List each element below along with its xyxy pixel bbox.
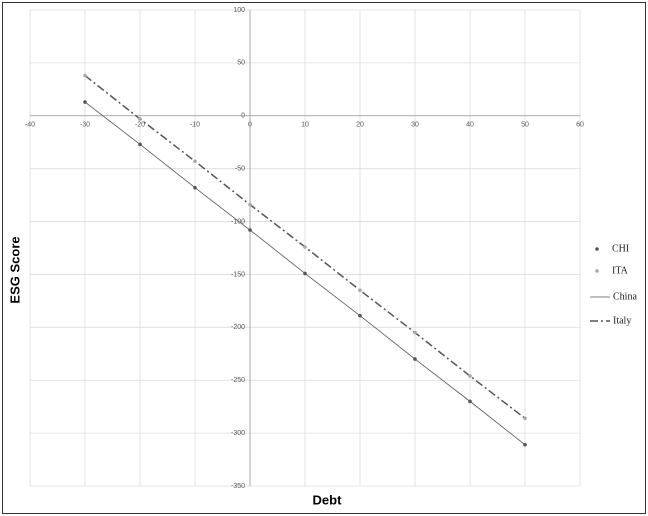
- point: [248, 202, 252, 207]
- x-tick-label: 50: [521, 122, 529, 129]
- point: [83, 73, 87, 78]
- point: [83, 100, 87, 104]
- point: [468, 399, 472, 404]
- legend-symbol: [595, 269, 599, 273]
- point: [303, 271, 307, 276]
- x-tick-label: 10: [301, 122, 309, 129]
- y-tick-label: -250: [231, 377, 245, 384]
- point: [193, 185, 197, 190]
- legend-label: CHI: [612, 243, 629, 254]
- point: [413, 330, 417, 335]
- point: [303, 245, 307, 249]
- y-tick-label: -200: [231, 324, 245, 331]
- legend-label: China: [613, 291, 637, 302]
- point: [248, 228, 252, 232]
- y-tick-label: 100: [233, 7, 245, 14]
- y-tick-label: -300: [231, 430, 245, 437]
- point: [468, 374, 472, 378]
- point: [193, 159, 197, 164]
- x-tick-label: -30: [80, 122, 90, 129]
- y-axis-title: ESG Score: [7, 236, 22, 303]
- point: [413, 357, 417, 361]
- x-tick-label: 60: [576, 122, 584, 129]
- x-tick-label: 20: [356, 122, 364, 129]
- x-tick-label: -10: [190, 122, 200, 129]
- legend-label: ITA: [612, 265, 629, 276]
- y-tick-label: -100: [231, 218, 245, 225]
- y-tick-label: 50: [237, 60, 245, 67]
- y-tick-label: -350: [231, 483, 245, 490]
- x-tick-label: -40: [25, 122, 35, 129]
- x-tick-label: 40: [466, 122, 474, 129]
- x-tick-label: -20: [135, 122, 145, 129]
- x-axis-title: Debt: [313, 492, 343, 507]
- legend-label: Italy: [613, 315, 631, 326]
- legend-symbol: [595, 247, 599, 251]
- point: [523, 416, 527, 421]
- point: [358, 288, 362, 293]
- point: [358, 313, 362, 318]
- y-tick-label: -50: [235, 166, 245, 173]
- point: [138, 142, 142, 147]
- point: [138, 117, 142, 121]
- point: [523, 442, 527, 447]
- y-tick-label: -150: [231, 271, 245, 278]
- x-tick-label: 30: [411, 122, 419, 129]
